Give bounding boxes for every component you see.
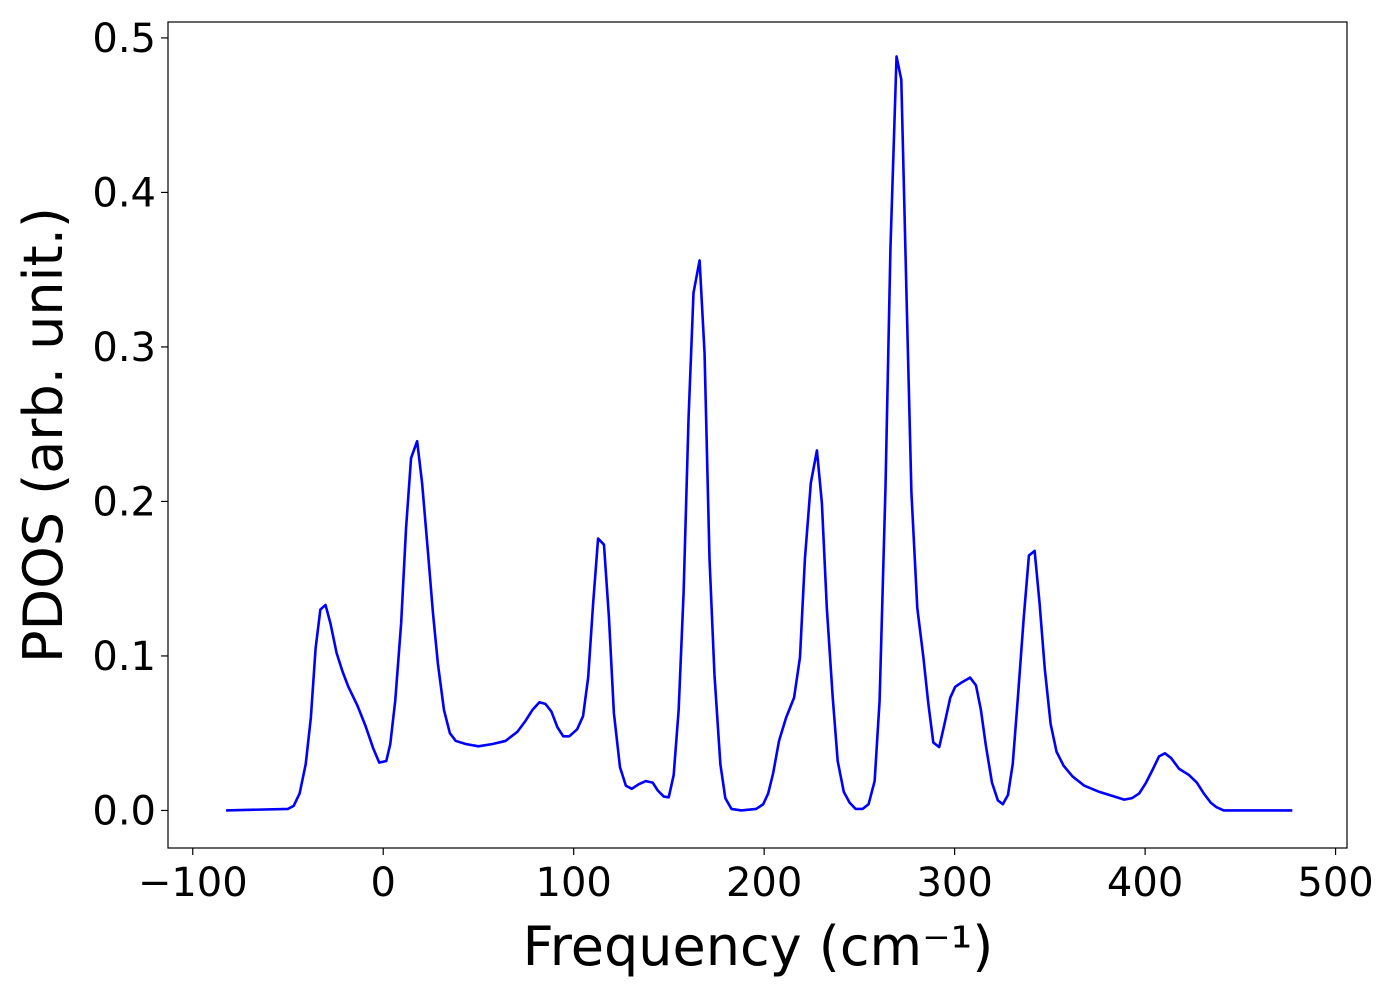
- x-tick-label: 100: [536, 860, 612, 906]
- x-tick-label: 200: [726, 860, 802, 906]
- y-axis-label: PDOS (arb. unit.): [12, 207, 75, 663]
- y-tick-label: 0.5: [92, 16, 156, 62]
- x-tick-label: −100: [138, 860, 248, 906]
- x-axis-label: Frequency (cm⁻¹): [523, 915, 994, 978]
- x-tick-label: 500: [1297, 860, 1373, 906]
- y-tick-label: 0.0: [92, 788, 156, 834]
- x-tick-label: 0: [371, 860, 396, 906]
- axes-frame: [167, 21, 1348, 849]
- x-tick-label: 300: [916, 860, 992, 906]
- y-tick-label: 0.4: [92, 170, 156, 216]
- y-tick-label: 0.1: [92, 634, 156, 680]
- y-tick-label: 0.3: [92, 325, 156, 371]
- data-line: [226, 55, 1293, 812]
- y-tick-label: 0.2: [92, 479, 156, 525]
- x-tick-label: 400: [1107, 860, 1183, 906]
